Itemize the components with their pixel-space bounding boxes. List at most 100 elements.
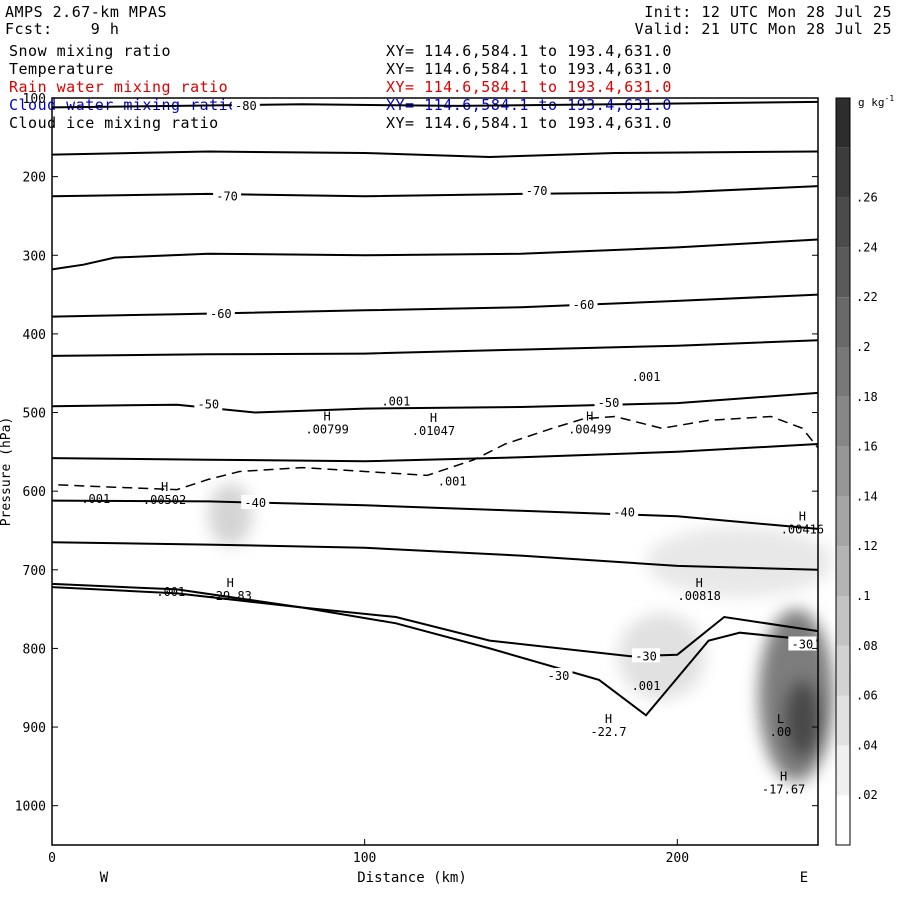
y-tick-label: 300 — [23, 249, 46, 264]
extremum-value: .00 — [770, 725, 792, 739]
label-bg — [206, 306, 235, 321]
x-tick-label: 100 — [353, 851, 376, 866]
extremum-value: -22.7 — [590, 725, 626, 739]
contour-labels: -80 -70 -70 -60 -60 -50 -50 -40 -40 -30 -30 -30 .001… — [81, 97, 824, 797]
extremum-value: -29.83 — [209, 589, 252, 603]
isotherm-line — [51, 541, 819, 571]
colorbar-bin — [836, 247, 850, 298]
isotherm-label: -30 — [548, 669, 570, 683]
colorbar-tick-label: .04 — [856, 738, 878, 752]
field-xy-range: XY= 114.6,584.1 to 193.4,631.0 — [386, 42, 672, 60]
extremum-marker: H — [324, 409, 331, 423]
y-tick-label: 800 — [23, 642, 46, 657]
isotherm-label: -30 — [792, 637, 814, 651]
y-tick-label: 900 — [23, 721, 46, 736]
isotherm-label: -70 — [526, 184, 548, 198]
cloud-contour-label: .001 — [156, 585, 185, 599]
extremum-value: .01047 — [412, 424, 455, 438]
extremum-value: .00799 — [305, 422, 348, 436]
east-label: E — [800, 870, 808, 886]
field-xy-range: XY= 114.6,584.1 to 193.4,631.0 — [386, 114, 672, 132]
field-name: Cloud ice mixing ratio — [9, 114, 219, 132]
colorbar-bin — [836, 297, 850, 347]
extremum-marker: H — [430, 411, 437, 425]
colorbar-tick-label: .26 — [856, 191, 878, 205]
isotherm-line — [51, 391, 819, 414]
label-bg — [544, 667, 573, 682]
colorbar-tick-label: .2 — [856, 340, 870, 354]
colorbar-bin — [836, 197, 850, 248]
valid-time: Valid: 21 UTC Mon 28 Jul 25 — [634, 20, 892, 38]
colorbar-tick-label: .14 — [856, 489, 878, 503]
extremum-marker: H — [586, 409, 593, 423]
isotherm-lines — [51, 100, 819, 717]
colorbar-tick-label: .12 — [856, 539, 878, 553]
isotherm-line — [51, 586, 819, 658]
cloud-contour-label: .001 — [438, 475, 467, 489]
colorbar-bin — [836, 396, 850, 447]
colorbar-tick-label: .22 — [856, 290, 878, 304]
colorbar-tick-label: .08 — [856, 639, 878, 653]
y-tick-label: 1000 — [15, 800, 46, 815]
y-axis-label: Pressure (hPa) — [0, 417, 14, 527]
colorbar-tick-label: .24 — [856, 240, 878, 254]
x-tick-label: 0 — [48, 851, 56, 866]
extremum-value: .00818 — [678, 589, 721, 603]
colorbar-bin — [836, 745, 850, 796]
isotherm-line — [51, 339, 819, 357]
extremum-value: .00499 — [568, 422, 611, 436]
extremum-marker: H — [799, 509, 806, 523]
colorbar-bin — [836, 645, 850, 696]
extremum-marker: H — [780, 770, 787, 784]
y-tick-label: 700 — [23, 564, 46, 579]
cloud-contour-line — [58, 415, 819, 491]
label-bg — [569, 296, 598, 311]
isotherm-line — [51, 185, 819, 198]
colorbar-bin — [836, 147, 850, 198]
colorbar-unit: g kg-1 — [858, 94, 894, 109]
snow-shade-blob — [208, 483, 253, 547]
isotherm-line — [51, 443, 819, 463]
init-time: Init: 12 UTC Mon 28 Jul 25 — [644, 3, 892, 21]
colorbar-bin — [836, 98, 850, 148]
cloud-contours — [58, 415, 819, 491]
field-name: Rain water mixing ratio — [9, 78, 229, 96]
colorbar-bin — [836, 446, 850, 497]
isotherm-label: -30 — [635, 649, 657, 663]
axes: 100 200 300 400 500 600 700 800 900 1000 0 100 200 Di… — [0, 92, 819, 886]
x-tick-label: 200 — [666, 851, 689, 866]
cloud-contour-label: .001 — [632, 679, 661, 693]
isotherm-label: -50 — [197, 398, 219, 412]
extremum-value: .00502 — [143, 493, 186, 507]
snow-shade-blob — [646, 526, 834, 598]
field-xy-range: XY= 114.6,584.1 to 193.4,631.0 — [386, 78, 672, 96]
cloud-contour-label: .001 — [632, 370, 661, 384]
label-bg — [788, 636, 817, 651]
forecast-hour: Fcst: 9 h — [5, 20, 120, 38]
isotherm-label: -60 — [573, 298, 595, 312]
extremum-marker: H — [605, 712, 612, 726]
y-tick-label: 100 — [23, 92, 46, 107]
y-tick-label: 200 — [23, 171, 46, 186]
colorbar-bin — [836, 546, 850, 596]
colorbar-bin — [836, 496, 850, 547]
colorbar: .02 .04 .06 .08 .1 .12 .14 .16 .18 .2 .22 .24 .26 g k… — [835, 94, 894, 846]
colorbar-unit-exponent: -1 — [885, 94, 895, 103]
cloud-contour-label: .001 — [81, 492, 110, 506]
isotherm-label: -40 — [244, 496, 266, 510]
colorbar-tick-label: .16 — [856, 440, 878, 454]
colorbar-tick-label: .02 — [856, 788, 878, 802]
field-name: Snow mixing ratio — [9, 42, 172, 60]
isotherm-line — [51, 499, 819, 530]
extremum-value: .00416 — [781, 522, 824, 536]
colorbar-bin — [836, 795, 850, 845]
west-label: W — [100, 870, 109, 886]
isotherm-label: -60 — [210, 307, 232, 321]
y-tick-label: 500 — [23, 407, 46, 422]
colorbar-tick-label: .18 — [856, 390, 878, 404]
extremum-value: -17.67 — [762, 783, 805, 797]
label-bg — [632, 648, 661, 663]
extremum-marker: H — [227, 576, 234, 590]
label-bg — [610, 504, 639, 519]
